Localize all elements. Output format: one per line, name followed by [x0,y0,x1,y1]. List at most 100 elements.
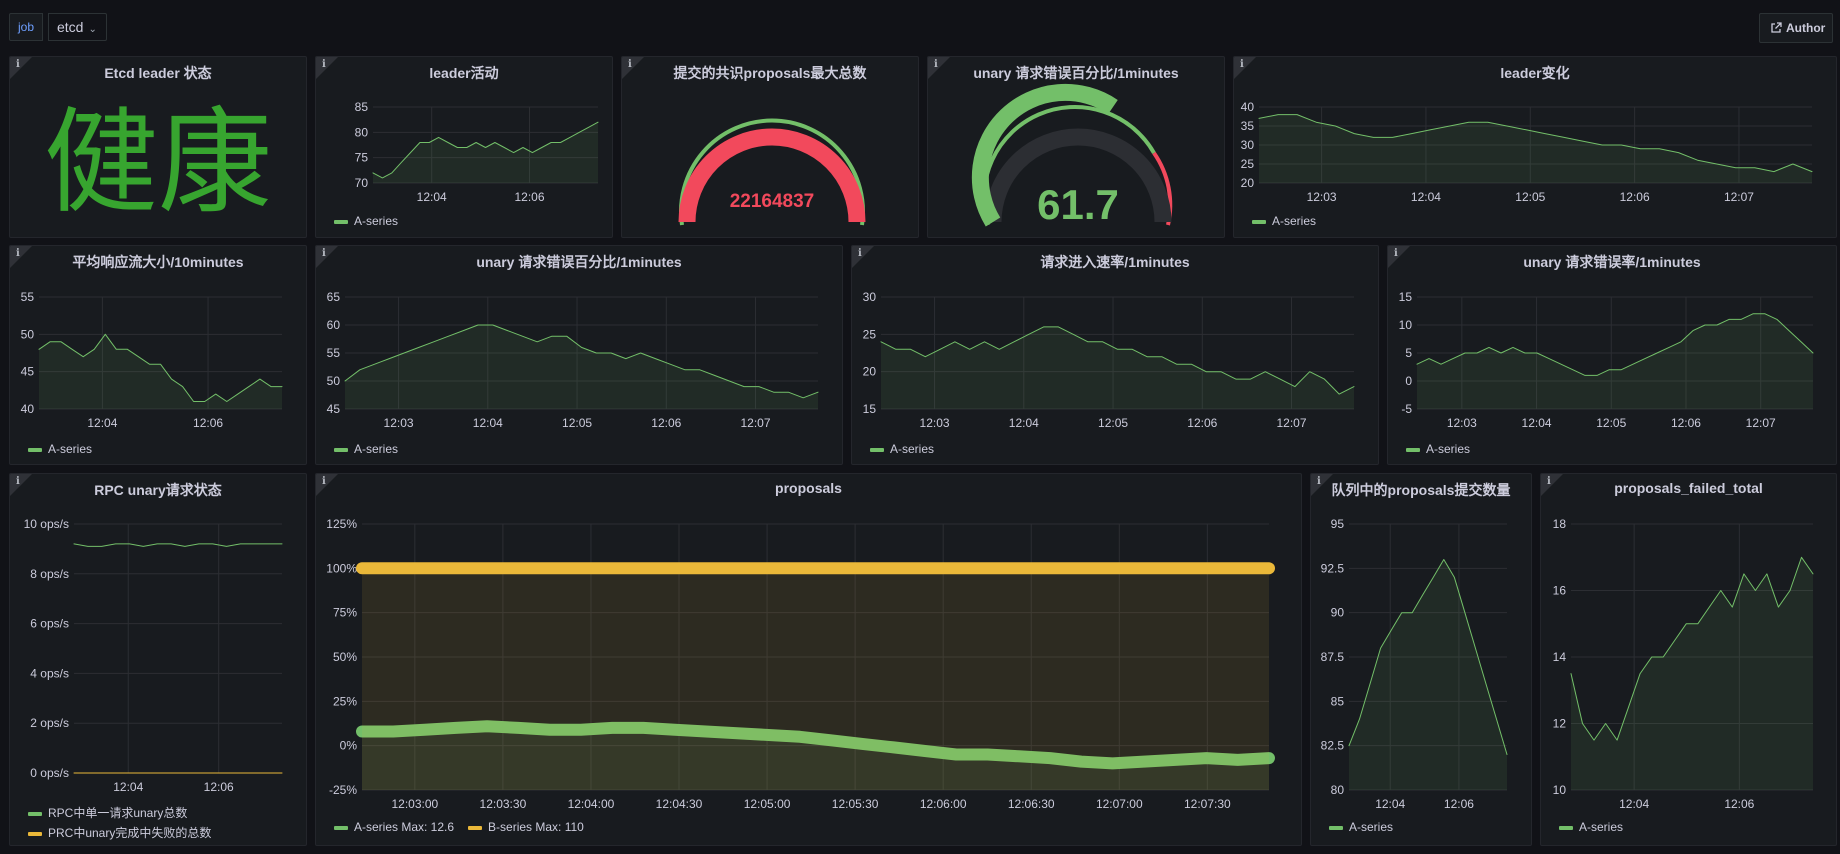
variable-select-job[interactable]: etcd ⌄ [48,13,107,41]
x-tick-label: 12:03:30 [480,797,527,811]
y-tick-label: 25% [333,694,357,708]
chart-rpc_unary: 10 ops/s 8 ops/s 6 ops/s 4 ops/s 2 ops/s 0 op… [24,517,283,794]
y-tick-label: 45 [327,402,341,416]
info-icon[interactable]: i [1394,248,1398,259]
panel-title: proposals_failed_total [1614,480,1763,496]
x-tick-label: 12:05 [562,416,592,430]
series-line-a [1258,114,1813,173]
legend-swatch [28,831,42,836]
y-tick-label: 55 [21,290,35,304]
info-icon[interactable]: i [16,248,20,259]
legend-item[interactable]: A-series [1329,820,1393,834]
legend-item[interactable]: B-series Max: 110 [468,820,584,834]
y-tick-label: 0% [340,739,358,753]
info-icon[interactable]: i [322,476,326,487]
chart-legend[interactable]: A-series [334,214,412,228]
y-tick-label: 45 [21,365,35,379]
x-tick-label: 12:04:00 [568,797,615,811]
gauge-threshold-arc [679,118,865,226]
chart-unary_error_pct: 65 60 55 50 45 12:03 12:04 12:05 12:06 12:07 [327,290,819,430]
chart-legend[interactable]: A-series [1559,820,1637,834]
y-tick-label: 90 [1331,606,1345,620]
x-tick-label: 12:06 [1187,416,1217,430]
y-tick-label: 82.5 [1321,739,1345,753]
chart-legend[interactable]: A-series [1252,214,1330,228]
chart-legend[interactable]: A-series [1329,820,1407,834]
info-icon[interactable]: i [1317,476,1321,487]
x-tick-label: 12:06 [1620,190,1650,204]
info-icon[interactable]: i [858,248,862,259]
info-icon[interactable]: i [322,248,326,259]
chart-legend[interactable]: A-series [28,442,106,456]
info-icon[interactable]: i [628,59,632,70]
chart-legend[interactable]: A-series [334,442,412,456]
y-tick-label: 85 [355,100,369,114]
series-area-a [362,726,1269,790]
x-tick-label: 12:07 [741,416,771,430]
panel-unary-error-rate[interactable]: i unary 请求错误率/1minutes 15 10 5 0 -5 12:03 12:0… [1387,245,1837,465]
info-icon[interactable]: i [16,476,20,487]
panel-request-rate[interactable]: i 请求进入速率/1minutes 30 25 20 15 12:03 12:04 12:0… [851,245,1379,465]
y-tick-label: 16 [1553,584,1567,598]
panel-proposals-pending[interactable]: i 队列中的proposals提交数量 95 92.5 90 87.5 85 82.5 80… [1310,473,1532,846]
panel-proposals-failed[interactable]: i proposals_failed_total 18 16 14 12 10 12:04… [1540,473,1837,846]
legend-item[interactable]: A-series [870,442,934,456]
panel-proposals[interactable]: i proposals 125% 100% 75% 50% 25% 0% -25% 12:03… [315,473,1302,846]
series-line-a [356,720,1275,770]
series-area-a [1259,114,1812,183]
info-icon[interactable]: i [322,59,326,70]
panel-avg-response[interactable]: i 平均响应流大小/10minutes 55 50 45 40 12:04 12:06 A-… [9,245,307,465]
panel-rpc-unary[interactable]: i RPC unary请求状态 10 ops/s 8 ops/s 6 ops/s 4 … [9,473,307,846]
panel-title: unary 请求错误百分比/1minutes [476,254,682,270]
legend-swatch [1329,825,1343,830]
x-tick-label: 12:05 [1515,190,1545,204]
series-line-a [880,326,1355,395]
series-line-a [1416,313,1814,376]
y-tick-label: 4 ops/s [30,666,69,680]
chart-legend[interactable]: RPC中单一请求unary总数 PRC中unary完成中失败的总数 [28,804,225,844]
legend-item[interactable]: A-series Max: 12.6 [334,820,454,834]
panel-leader-status[interactable]: i Etcd leader 状态 健康 [9,56,307,238]
info-icon[interactable]: i [934,59,938,70]
gauge-proposals-max: 22164837 [678,118,866,226]
info-icon[interactable]: i [16,59,20,70]
legend-item[interactable]: A-series [1406,442,1470,456]
series-line-a [1570,556,1814,741]
legend-item[interactable]: A-series [334,442,398,456]
panel-unary-error-gauge[interactable]: i unary 请求错误百分比/1minutes 61.7 [927,56,1225,238]
y-tick-label: 80 [1331,783,1345,797]
legend-item[interactable]: A-series [1252,214,1316,228]
legend-item[interactable]: A-series [1559,820,1623,834]
x-tick-label: 12:05:30 [832,797,879,811]
legend-label: B-series Max: 110 [488,820,584,834]
info-icon[interactable]: i [1547,476,1551,487]
y-tick-label: 100% [326,561,357,575]
panel-title: Etcd leader 状态 [104,65,212,81]
series-area-a [1571,557,1813,790]
gauge-value: 22164837 [730,191,815,212]
legend-item[interactable]: RPC中单一请求unary总数 [28,804,211,821]
legend-item[interactable]: PRC中unary完成中失败的总数 [28,824,211,841]
chart-legend[interactable]: A-series [1406,442,1484,456]
legend-item[interactable]: A-series [334,214,398,228]
info-icon[interactable]: i [1240,59,1244,70]
x-tick-label: 12:04 [1411,190,1441,204]
panel-proposals-max[interactable]: i 提交的共识proposals最大总数 22164837 [621,56,919,238]
panel-leader-changes[interactable]: i leader变化 40 35 30 25 20 12:03 12:04 12:05 12:0… [1233,56,1837,238]
y-tick-label: 65 [327,290,341,304]
panel-title: unary 请求错误百分比/1minutes [973,65,1179,81]
y-tick-label: 0 ops/s [30,766,69,780]
chart-legend[interactable]: A-series Max: 12.6 B-series Max: 110 [334,820,598,834]
series-line-a [73,543,283,547]
variable-value: etcd [57,19,84,35]
gauge-track-arc [984,128,1172,223]
panel-leader-activity[interactable]: i leader活动 85 80 75 70 12:04 12:06 A-series [315,56,613,238]
author-link-button[interactable]: Author [1759,13,1833,43]
legend-item[interactable]: A-series [28,442,92,456]
legend-label: A-series [1272,214,1317,228]
panel-unary-error-pct[interactable]: i unary 请求错误百分比/1minutes 65 60 55 50 45 12:03… [315,245,843,465]
x-tick-label: 12:07 [1277,416,1307,430]
gauge-value: 61.7 [1037,181,1119,228]
chart-legend[interactable]: A-series [870,442,948,456]
x-tick-label: 12:03 [1447,416,1477,430]
